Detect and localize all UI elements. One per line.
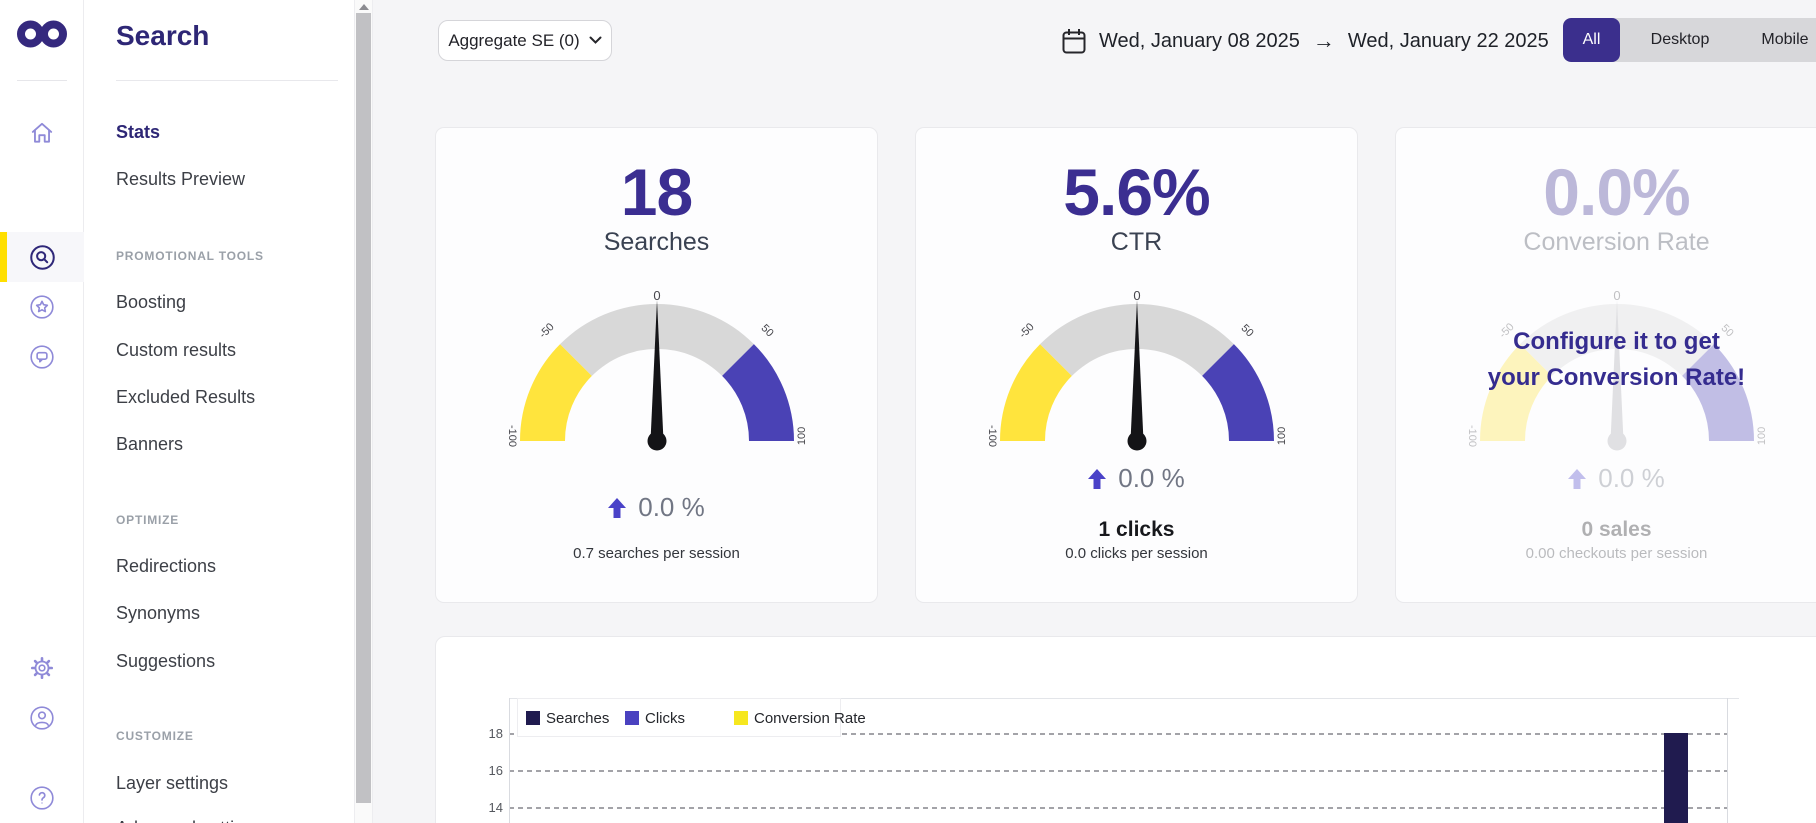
legend-label-conversion-rate[interactable]: Conversion Rate bbox=[754, 710, 866, 727]
nav-section-promotional-tools: PROMOTIONAL TOOLS bbox=[116, 248, 264, 264]
legend-label-clicks[interactable]: Clicks bbox=[645, 710, 685, 727]
scrollbar-thumb[interactable] bbox=[356, 13, 371, 803]
stats-chart-card: 18 16 14 Searches Clicks Conversion Rate bbox=[435, 636, 1816, 823]
arrow-up-icon bbox=[608, 498, 626, 518]
ctr-label: CTR bbox=[916, 228, 1357, 257]
date-range-picker[interactable]: Wed, January 08 2025 → Wed, January 22 2… bbox=[1062, 22, 1549, 60]
aggregate-se-label: Aggregate SE (0) bbox=[448, 31, 579, 51]
page-title: Search bbox=[116, 20, 209, 52]
conversion-rate-card: 0.0% Conversion Rate 0-5050-100100 0.0 %… bbox=[1395, 127, 1816, 603]
ctr-highlight: 1 clicks bbox=[916, 518, 1357, 542]
sidebar-divider bbox=[116, 80, 338, 81]
conversion-highlight: 0 sales bbox=[1396, 518, 1816, 542]
svg-text:-100: -100 bbox=[1466, 425, 1478, 447]
ctr-gauge: 0-5050-100100 bbox=[977, 286, 1297, 456]
sidebar-item-excluded-results[interactable]: Excluded Results bbox=[116, 385, 255, 409]
svg-text:50: 50 bbox=[759, 322, 776, 339]
sidebar-item-suggestions[interactable]: Suggestions bbox=[116, 649, 215, 673]
sidebar-item-advanced-settings[interactable]: Advanced settings bbox=[116, 816, 263, 823]
date-arrow-icon: → bbox=[1313, 28, 1335, 54]
conversion-delta-value: 0.0 % bbox=[1598, 463, 1665, 494]
sidebar-item-layer-settings[interactable]: Layer settings bbox=[116, 771, 228, 795]
searches-label: Searches bbox=[436, 228, 877, 257]
y-axis-tick-16: 16 bbox=[473, 763, 503, 778]
searches-delta: 0.0 % bbox=[436, 492, 877, 523]
dashboard-root: { "app": { "background": "#f5f5f7", "acc… bbox=[0, 0, 1816, 823]
bar-searches[interactable] bbox=[1664, 733, 1688, 823]
ctr-delta-value: 0.0 % bbox=[1118, 463, 1185, 494]
nav-section-optimize: OPTIMIZE bbox=[116, 512, 179, 528]
chat-circle-icon[interactable] bbox=[0, 334, 84, 380]
tab-mobile[interactable]: Mobile bbox=[1740, 18, 1816, 62]
svg-text:-50: -50 bbox=[1017, 321, 1037, 341]
svg-text:100: 100 bbox=[796, 427, 808, 445]
conversion-label: Conversion Rate bbox=[1396, 228, 1816, 257]
conversion-value: 0.0% bbox=[1396, 154, 1816, 230]
searches-gauge: 0-5050-100100 bbox=[497, 286, 817, 456]
configure-line-2: your Conversion Rate! bbox=[1396, 360, 1816, 396]
date-to: Wed, January 22 2025 bbox=[1348, 30, 1549, 53]
searches-delta-value: 0.0 % bbox=[638, 492, 705, 523]
conversion-delta: 0.0 % bbox=[1396, 463, 1816, 494]
gridline-16 bbox=[509, 770, 1727, 772]
legend-label-searches[interactable]: Searches bbox=[546, 710, 609, 727]
user-account-icon[interactable] bbox=[0, 695, 84, 741]
star-circle-icon[interactable] bbox=[0, 284, 84, 330]
tab-all[interactable]: All bbox=[1563, 18, 1620, 62]
y-axis-tick-14: 14 bbox=[473, 800, 503, 815]
settings-gear-icon[interactable] bbox=[0, 645, 84, 691]
rail-divider bbox=[17, 80, 67, 81]
arrow-up-icon bbox=[1088, 469, 1106, 489]
sidebar-item-stats[interactable]: Stats bbox=[116, 120, 160, 144]
sidebar-nav: Search Stats Results Preview PROMOTIONAL T… bbox=[84, 0, 354, 823]
conversion-subtext: 0.00 checkouts per session bbox=[1396, 545, 1816, 562]
legend-swatch-conversion-rate bbox=[734, 711, 748, 725]
brand-logo[interactable] bbox=[17, 20, 67, 53]
tab-desktop[interactable]: Desktop bbox=[1620, 18, 1740, 62]
home-icon[interactable] bbox=[0, 110, 84, 156]
svg-text:-50: -50 bbox=[537, 321, 557, 341]
ctr-value: 5.6% bbox=[916, 154, 1357, 230]
sidebar-scrollbar[interactable] bbox=[354, 0, 373, 823]
ctr-delta: 0.0 % bbox=[916, 463, 1357, 494]
sidebar-item-synonyms[interactable]: Synonyms bbox=[116, 601, 200, 625]
configure-conversion-link[interactable]: Configure it to get your Conversion Rate… bbox=[1396, 324, 1816, 396]
right-axis-line bbox=[1727, 698, 1728, 823]
svg-text:100: 100 bbox=[1756, 427, 1768, 445]
sidebar-item-custom-results[interactable]: Custom results bbox=[116, 338, 236, 362]
y-axis-tick-18: 18 bbox=[473, 726, 503, 741]
searches-subtext: 0.7 searches per session bbox=[436, 545, 877, 562]
nav-section-customize: CUSTOMIZE bbox=[116, 728, 194, 744]
sidebar-item-boosting[interactable]: Boosting bbox=[116, 290, 186, 314]
svg-text:-100: -100 bbox=[506, 425, 518, 447]
sidebar-item-results-preview[interactable]: Results Preview bbox=[116, 167, 245, 191]
y-axis-line bbox=[509, 698, 510, 823]
ctr-subtext: 0.0 clicks per session bbox=[916, 545, 1357, 562]
arrow-up-icon bbox=[1568, 469, 1586, 489]
date-from: Wed, January 08 2025 bbox=[1099, 30, 1300, 53]
aggregate-se-dropdown[interactable]: Aggregate SE (0) bbox=[438, 20, 612, 61]
help-icon[interactable] bbox=[0, 775, 84, 821]
ctr-card: 5.6% CTR 0-5050-100100 0.0 % 1 clicks 0.… bbox=[915, 127, 1358, 603]
calendar-icon bbox=[1062, 28, 1086, 55]
sidebar-item-banners[interactable]: Banners bbox=[116, 432, 183, 456]
legend-swatch-searches bbox=[526, 711, 540, 725]
svg-text:-100: -100 bbox=[986, 425, 998, 447]
sidebar-item-redirections[interactable]: Redirections bbox=[116, 554, 216, 578]
icon-rail bbox=[0, 0, 84, 823]
chart-legend: SearchesClicksConversion Rate bbox=[517, 698, 841, 737]
gridline-14 bbox=[509, 807, 1727, 809]
svg-text:100: 100 bbox=[1276, 427, 1288, 445]
searches-card: 18 Searches 0-5050-100100 0.0 % 0.7 sear… bbox=[435, 127, 878, 603]
configure-line-1: Configure it to get bbox=[1396, 324, 1816, 360]
searches-value: 18 bbox=[436, 154, 877, 230]
scrollbar-up-arrow[interactable] bbox=[359, 4, 369, 10]
svg-text:50: 50 bbox=[1239, 322, 1256, 339]
search-circle-icon[interactable] bbox=[0, 232, 84, 282]
chevron-down-icon bbox=[589, 36, 602, 45]
device-tabs: All Desktop Mobile bbox=[1563, 18, 1816, 62]
legend-swatch-clicks bbox=[625, 711, 639, 725]
